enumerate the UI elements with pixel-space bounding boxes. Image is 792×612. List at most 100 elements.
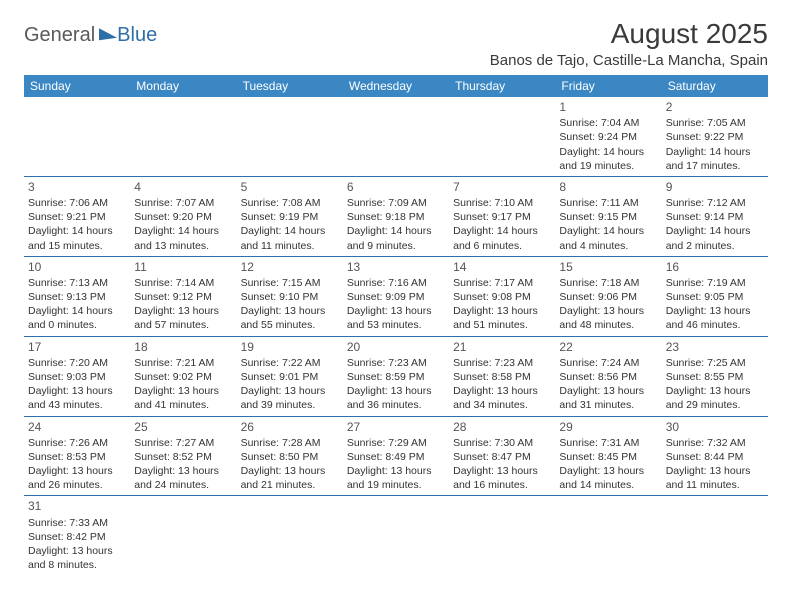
daylight-text: Daylight: 13 hours: [347, 464, 445, 478]
daylight-text: Daylight: 13 hours: [453, 464, 551, 478]
calendar-cell: 4Sunrise: 7:07 AMSunset: 9:20 PMDaylight…: [130, 176, 236, 256]
calendar-cell: 27Sunrise: 7:29 AMSunset: 8:49 PMDayligh…: [343, 416, 449, 496]
daylight-text: Daylight: 14 hours: [134, 224, 232, 238]
calendar-cell: 23Sunrise: 7:25 AMSunset: 8:55 PMDayligh…: [662, 336, 768, 416]
calendar-cell: [555, 496, 661, 575]
day-number: 29: [559, 419, 657, 435]
day-number: 9: [666, 179, 764, 195]
sunrise-text: Sunrise: 7:31 AM: [559, 436, 657, 450]
daylight-text: and 26 minutes.: [28, 478, 126, 492]
day-number: 31: [28, 498, 126, 514]
sunset-text: Sunset: 9:10 PM: [241, 290, 339, 304]
sunset-text: Sunset: 8:52 PM: [134, 450, 232, 464]
daylight-text: and 13 minutes.: [134, 239, 232, 253]
sunset-text: Sunset: 9:13 PM: [28, 290, 126, 304]
calendar-cell: 25Sunrise: 7:27 AMSunset: 8:52 PMDayligh…: [130, 416, 236, 496]
sunset-text: Sunset: 8:44 PM: [666, 450, 764, 464]
day-header: Friday: [555, 75, 661, 97]
daylight-text: Daylight: 13 hours: [453, 384, 551, 398]
day-number: 27: [347, 419, 445, 435]
daylight-text: and 14 minutes.: [559, 478, 657, 492]
day-header: Saturday: [662, 75, 768, 97]
calendar-cell: 10Sunrise: 7:13 AMSunset: 9:13 PMDayligh…: [24, 256, 130, 336]
calendar-cell: 19Sunrise: 7:22 AMSunset: 9:01 PMDayligh…: [237, 336, 343, 416]
title-block: August 2025 Banos de Tajo, Castille-La M…: [490, 18, 768, 69]
daylight-text: Daylight: 13 hours: [134, 304, 232, 318]
sunset-text: Sunset: 8:53 PM: [28, 450, 126, 464]
daylight-text: and 2 minutes.: [666, 239, 764, 253]
day-number: 18: [134, 339, 232, 355]
daylight-text: Daylight: 13 hours: [28, 384, 126, 398]
day-number: 17: [28, 339, 126, 355]
calendar-cell: [237, 496, 343, 575]
header: General Blue August 2025 Banos de Tajo, …: [24, 18, 768, 69]
daylight-text: Daylight: 13 hours: [28, 464, 126, 478]
calendar-table: Sunday Monday Tuesday Wednesday Thursday…: [24, 75, 768, 575]
daylight-text: and 51 minutes.: [453, 318, 551, 332]
daylight-text: and 24 minutes.: [134, 478, 232, 492]
sunset-text: Sunset: 8:45 PM: [559, 450, 657, 464]
sunset-text: Sunset: 9:15 PM: [559, 210, 657, 224]
calendar-cell: 5Sunrise: 7:08 AMSunset: 9:19 PMDaylight…: [237, 176, 343, 256]
day-number: 2: [666, 99, 764, 115]
calendar-cell: [343, 97, 449, 176]
daylight-text: and 41 minutes.: [134, 398, 232, 412]
sunset-text: Sunset: 9:24 PM: [559, 130, 657, 144]
calendar-cell: 26Sunrise: 7:28 AMSunset: 8:50 PMDayligh…: [237, 416, 343, 496]
sunset-text: Sunset: 8:47 PM: [453, 450, 551, 464]
calendar-cell: 1Sunrise: 7:04 AMSunset: 9:24 PMDaylight…: [555, 97, 661, 176]
daylight-text: Daylight: 13 hours: [241, 384, 339, 398]
daylight-text: and 11 minutes.: [666, 478, 764, 492]
sunset-text: Sunset: 9:05 PM: [666, 290, 764, 304]
calendar-cell: 13Sunrise: 7:16 AMSunset: 9:09 PMDayligh…: [343, 256, 449, 336]
sunset-text: Sunset: 9:12 PM: [134, 290, 232, 304]
daylight-text: Daylight: 13 hours: [559, 384, 657, 398]
month-title: August 2025: [490, 18, 768, 50]
sunrise-text: Sunrise: 7:19 AM: [666, 276, 764, 290]
logo: General Blue: [24, 24, 157, 47]
daylight-text: Daylight: 14 hours: [241, 224, 339, 238]
day-number: 14: [453, 259, 551, 275]
sunset-text: Sunset: 9:06 PM: [559, 290, 657, 304]
daylight-text: and 48 minutes.: [559, 318, 657, 332]
daylight-text: and 0 minutes.: [28, 318, 126, 332]
calendar-cell: [130, 97, 236, 176]
calendar-week-row: 31Sunrise: 7:33 AMSunset: 8:42 PMDayligh…: [24, 496, 768, 575]
daylight-text: and 16 minutes.: [453, 478, 551, 492]
day-number: 16: [666, 259, 764, 275]
sunrise-text: Sunrise: 7:22 AM: [241, 356, 339, 370]
daylight-text: and 6 minutes.: [453, 239, 551, 253]
sunrise-text: Sunrise: 7:23 AM: [347, 356, 445, 370]
calendar-cell: 18Sunrise: 7:21 AMSunset: 9:02 PMDayligh…: [130, 336, 236, 416]
daylight-text: Daylight: 13 hours: [559, 464, 657, 478]
day-number: 22: [559, 339, 657, 355]
daylight-text: and 4 minutes.: [559, 239, 657, 253]
day-header: Wednesday: [343, 75, 449, 97]
sunset-text: Sunset: 8:59 PM: [347, 370, 445, 384]
location-label: Banos de Tajo, Castille-La Mancha, Spain: [490, 52, 768, 69]
sunrise-text: Sunrise: 7:13 AM: [28, 276, 126, 290]
day-header: Monday: [130, 75, 236, 97]
day-number: 11: [134, 259, 232, 275]
day-number: 10: [28, 259, 126, 275]
day-number: 21: [453, 339, 551, 355]
day-header-row: Sunday Monday Tuesday Wednesday Thursday…: [24, 75, 768, 97]
daylight-text: Daylight: 14 hours: [666, 145, 764, 159]
day-number: 4: [134, 179, 232, 195]
sunset-text: Sunset: 8:56 PM: [559, 370, 657, 384]
calendar-week-row: 1Sunrise: 7:04 AMSunset: 9:24 PMDaylight…: [24, 97, 768, 176]
calendar-cell: 22Sunrise: 7:24 AMSunset: 8:56 PMDayligh…: [555, 336, 661, 416]
daylight-text: and 29 minutes.: [666, 398, 764, 412]
calendar-cell: 24Sunrise: 7:26 AMSunset: 8:53 PMDayligh…: [24, 416, 130, 496]
logo-text-blue: Blue: [117, 24, 157, 47]
sunrise-text: Sunrise: 7:32 AM: [666, 436, 764, 450]
calendar-cell: [237, 97, 343, 176]
calendar-cell: 6Sunrise: 7:09 AMSunset: 9:18 PMDaylight…: [343, 176, 449, 256]
day-number: 28: [453, 419, 551, 435]
daylight-text: and 15 minutes.: [28, 239, 126, 253]
sunrise-text: Sunrise: 7:15 AM: [241, 276, 339, 290]
sunset-text: Sunset: 9:22 PM: [666, 130, 764, 144]
calendar-cell: 30Sunrise: 7:32 AMSunset: 8:44 PMDayligh…: [662, 416, 768, 496]
sunset-text: Sunset: 9:21 PM: [28, 210, 126, 224]
calendar-week-row: 17Sunrise: 7:20 AMSunset: 9:03 PMDayligh…: [24, 336, 768, 416]
